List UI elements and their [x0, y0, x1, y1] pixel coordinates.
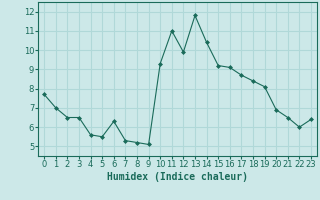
- X-axis label: Humidex (Indice chaleur): Humidex (Indice chaleur): [107, 172, 248, 182]
